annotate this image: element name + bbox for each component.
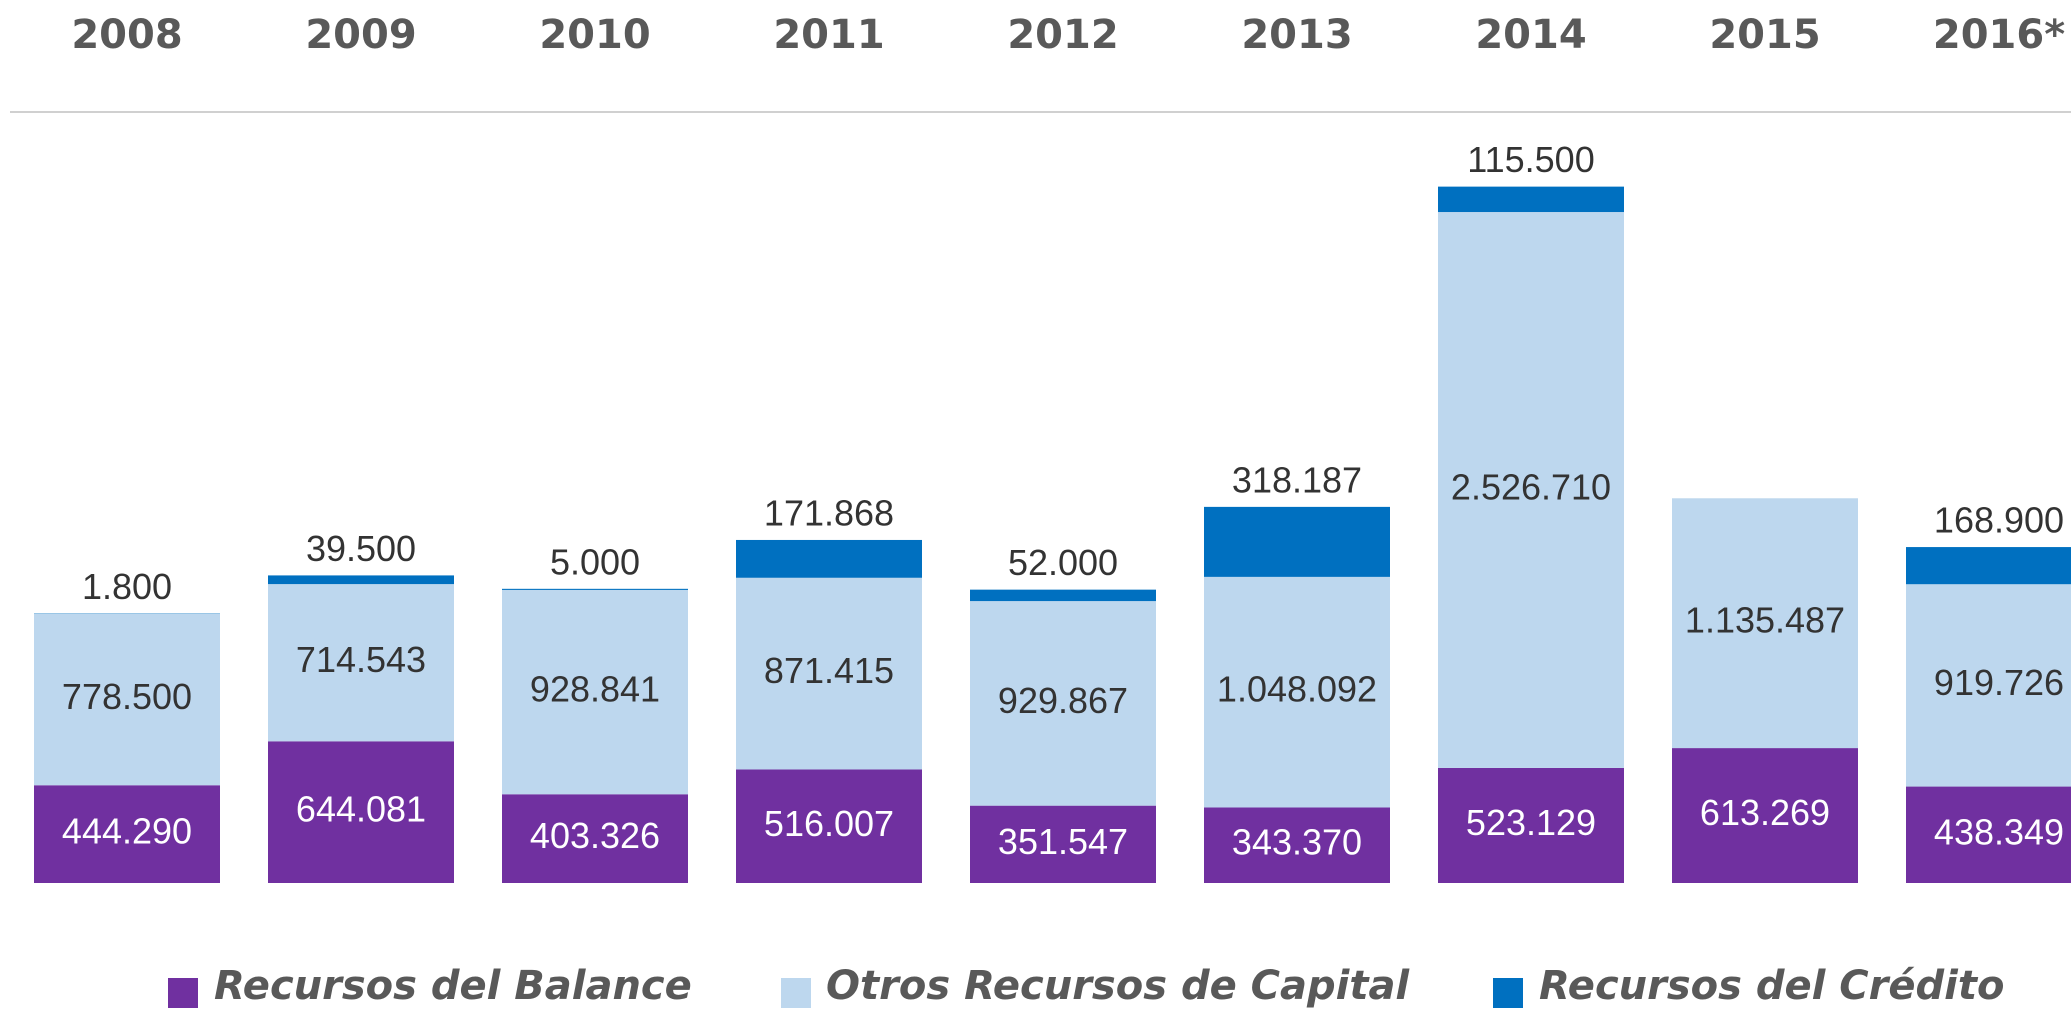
x-tick-label: 2009 [305,12,416,58]
legend-swatch [1493,978,1523,1008]
data-label: 168.900 [1934,500,2064,541]
x-tick-label: 2008 [71,12,182,58]
bar-segment [1672,748,1858,883]
x-tick-label: 2010 [539,12,650,58]
legend-swatch [168,978,198,1008]
x-tick-label: 2012 [1007,12,1118,58]
bar-segment [970,589,1156,602]
bar-segment [970,805,1156,883]
legend-label: Recursos del Balance [214,963,692,1009]
data-label: 928.841 [530,669,660,710]
data-label: 444.290 [62,811,192,852]
legend-swatch [781,978,811,1008]
bar-segment [1438,186,1624,213]
data-label: 115.500 [1467,139,1594,180]
data-label: 778.500 [62,676,192,717]
x-tick-label: 2015 [1709,12,1820,58]
bar-segment [1906,584,2071,787]
data-label: 613.269 [1700,792,1830,833]
bar-segment [1906,547,2071,585]
data-label: 929.867 [998,680,1128,721]
bar-segment [1204,576,1390,808]
bar-segment [736,577,922,770]
data-label: 343.370 [1232,822,1362,863]
x-tick-label: 2011 [773,12,884,58]
bar-segment [34,785,220,883]
bar-segment [502,589,688,795]
bar-segment [268,575,454,585]
bar-segment [1204,807,1390,883]
data-label: 919.726 [1934,662,2064,703]
bar-segment [34,613,220,786]
data-label: 1.048.092 [1217,669,1377,710]
data-label: 52.000 [1008,542,1118,583]
data-label: 438.349 [1934,811,2064,852]
bar-segment [268,584,454,742]
data-label: 5.000 [550,541,640,582]
data-label: 714.543 [296,639,426,680]
bar-segment [736,769,922,883]
data-label: 2.526.710 [1451,466,1611,507]
data-label: 351.547 [998,821,1128,862]
legend-label: Recursos del Crédito [1539,963,2004,1009]
data-label: 318.187 [1232,459,1362,500]
legend-label: Otros Recursos de Capital [826,963,1410,1009]
data-label: 39.500 [306,528,416,569]
x-tick-label: 2016* [1933,12,2065,58]
bar-segment [1204,506,1390,577]
data-label: 644.081 [296,789,426,830]
data-label: 171.868 [764,492,894,533]
data-label: 516.007 [764,803,894,844]
bar-segment [1672,498,1858,749]
data-label: 523.129 [1466,802,1596,843]
bar-segment [1438,767,1624,883]
bar-segment [970,601,1156,806]
bar-segment [1906,786,2071,883]
bar-segment [502,588,688,590]
data-label: 403.326 [530,815,660,856]
bar-segment [502,794,688,883]
bar-segment [736,539,922,578]
data-label: 1.800 [82,566,172,607]
data-label: 1.135.487 [1685,600,1845,641]
data-label: 871.415 [764,650,894,691]
bar-segment [1438,212,1624,768]
x-tick-label: 2014 [1475,12,1586,58]
x-tick-label: 2013 [1241,12,1352,58]
bar-segment [268,741,454,883]
